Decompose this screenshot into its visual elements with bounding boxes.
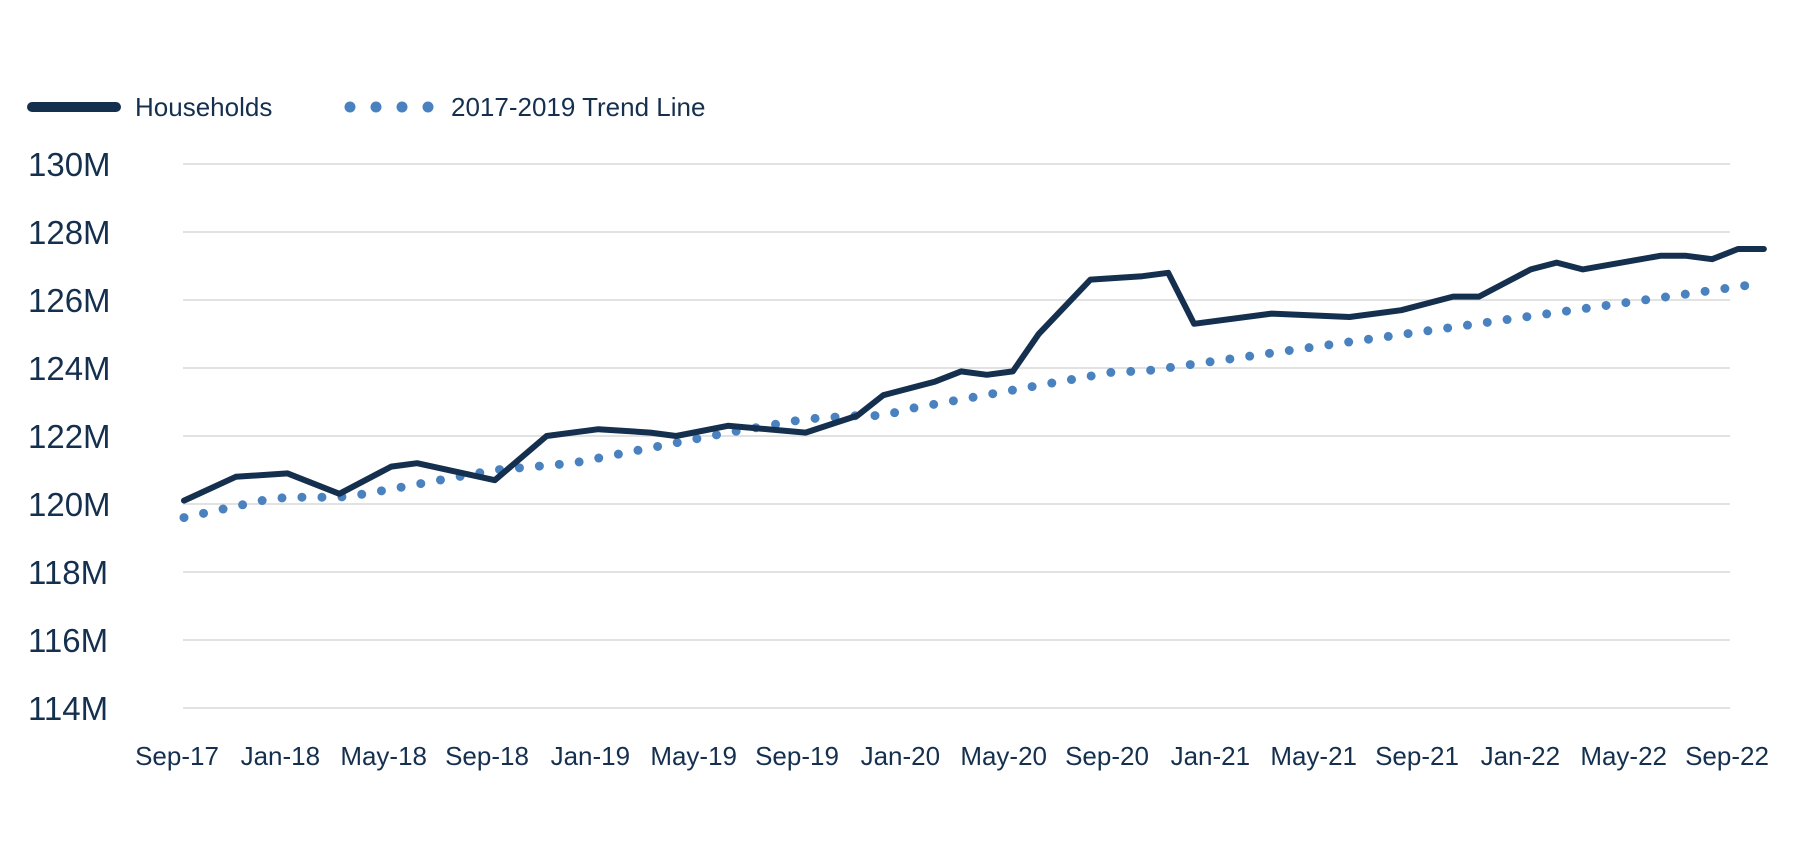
x-tick-label: May-18 [340,741,427,771]
x-tick-label: Sep-20 [1065,741,1149,771]
x-tick-label: Sep-18 [445,741,529,771]
legend: Households 2017-2019 Trend Line [27,92,705,122]
y-tick-label: 126M [28,282,111,319]
x-tick-label: Jan-22 [1481,741,1561,771]
x-tick-label: Jan-18 [241,741,321,771]
y-tick-label: 128M [28,214,111,251]
x-tick-label: May-19 [650,741,737,771]
x-tick-label: Sep-19 [755,741,839,771]
x-tick-label: Jan-19 [551,741,631,771]
y-tick-label: 130M [28,146,111,183]
series-line-2017-2019-trend-line [179,278,1769,523]
y-tick-label: 116M [28,622,108,659]
series [179,246,1769,523]
legend-label-households: Households [135,92,272,122]
legend-item-trend-line: 2017-2019 Trend Line [344,92,705,122]
y-tick-label: 122M [28,418,111,455]
y-axis: 114M 116M 118M 120M 122M 124M 126M 128M 130M [28,146,111,727]
x-tick-label: Sep-21 [1375,741,1459,771]
x-tick-label: Jan-21 [1171,741,1251,771]
series-line-households [181,246,1767,504]
legend-item-households: Households [27,92,272,122]
x-tick-label: May-20 [960,741,1047,771]
y-tick-label: 118M [28,554,108,591]
x-tick-label: Jan-20 [861,741,941,771]
legend-swatch-trend-line [344,101,434,113]
y-tick-label: 114M [28,690,108,727]
y-tick-label: 124M [28,350,111,387]
x-axis: Sep-17 Jan-18 May-18 Sep-18 Jan-19 May-19 Sep-… [135,741,1769,771]
x-tick-label: May-21 [1270,741,1357,771]
y-tick-label: 120M [28,486,111,523]
x-tick-label: Sep-17 [135,741,219,771]
gridlines [183,163,1730,709]
x-tick-label: May-22 [1580,741,1667,771]
legend-label-trend-line: 2017-2019 Trend Line [451,92,705,122]
x-tick-label: Sep-22 [1685,741,1769,771]
